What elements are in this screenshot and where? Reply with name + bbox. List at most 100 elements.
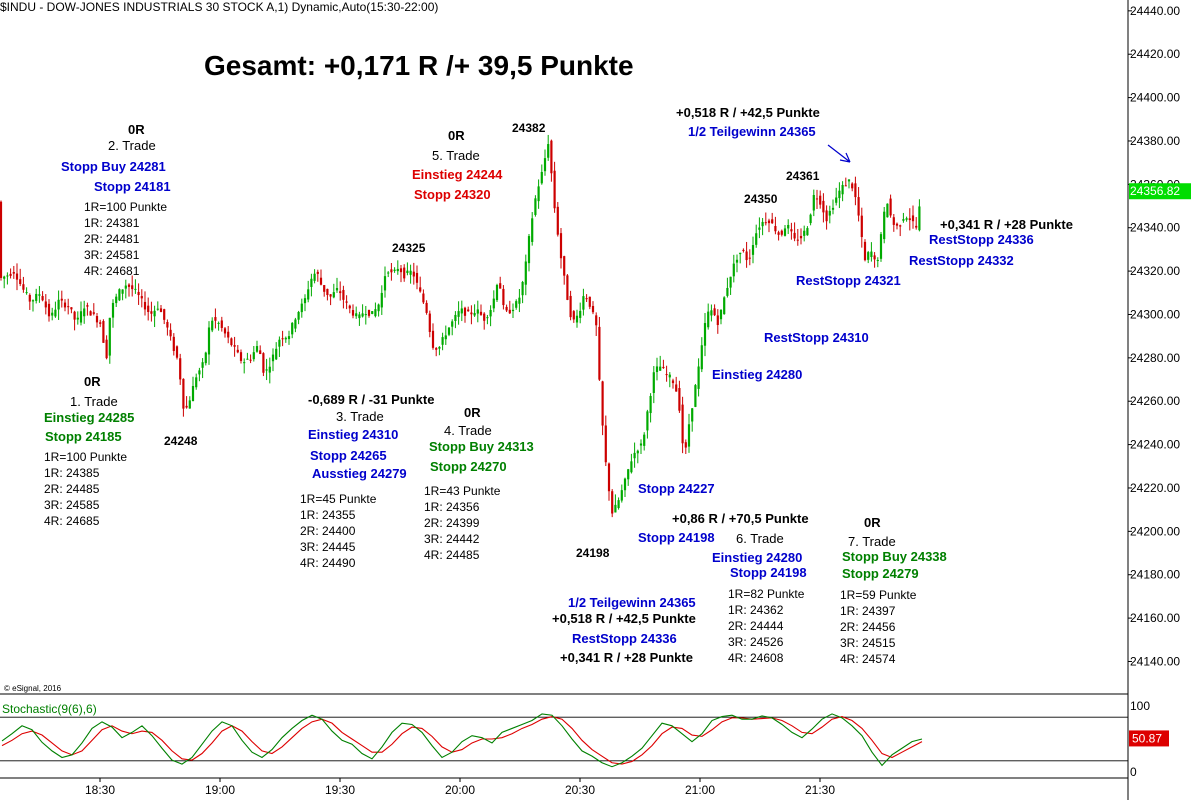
stoch-d-line [1, 715, 923, 765]
candle-body [63, 302, 67, 308]
candle-body [227, 331, 230, 338]
candle-body [633, 452, 636, 459]
candle-body [572, 311, 575, 320]
candle-body [911, 215, 915, 222]
trade1-name: 1. Trade [70, 394, 118, 409]
candle-body [454, 314, 457, 321]
candle-body [812, 194, 815, 211]
candle-body [380, 292, 383, 308]
candle-body [22, 284, 25, 290]
stoch-k-line [1, 713, 923, 768]
arrow-icon [827, 144, 851, 163]
candle-body [486, 317, 489, 319]
candle-body [908, 218, 911, 221]
candle-body [620, 490, 623, 501]
candle-body [358, 314, 361, 319]
candle-body [387, 272, 390, 274]
y-tick-label: 24180.00 [1130, 568, 1180, 582]
x-tick-label: 19:30 [325, 783, 355, 797]
candle-body [345, 301, 348, 303]
candle-body [223, 328, 227, 334]
candle-body [479, 311, 483, 315]
level-line: 2R: 24444 [728, 619, 784, 633]
candle-body [588, 296, 591, 307]
candle-body [403, 267, 406, 279]
candle-body [38, 294, 41, 296]
candle-body [79, 311, 83, 323]
summary-reststop: RestStopp 24336 [572, 631, 677, 646]
candle-body [163, 309, 166, 320]
candle-body [147, 305, 150, 312]
level-line: 1R=100 Punkte [84, 200, 168, 214]
y-tick-label: 24440.00 [1130, 4, 1180, 18]
candle-body [3, 276, 6, 279]
summary-partial: 1/2 Teilgewinn 24365 [568, 595, 696, 610]
candle-body [716, 315, 719, 326]
candle-body [771, 219, 774, 224]
x-tick-label: 21:00 [685, 783, 715, 797]
trade7-stop: Stopp 24279 [842, 566, 919, 581]
level-line: 4R: 24608 [728, 651, 784, 665]
level-line: 1R=100 Punkte [44, 450, 128, 464]
chart-title: $INDU - DOW-JONES INDUSTRIALS 30 STOCK A… [0, 0, 439, 14]
level-line: 3R: 24585 [44, 498, 100, 512]
candle-body [54, 309, 57, 317]
y-tick-label: 24220.00 [1130, 481, 1180, 495]
price-label: 24198 [576, 546, 610, 560]
candle-body [415, 272, 419, 283]
stoch-value-badge [1129, 730, 1169, 747]
candle-body [694, 385, 697, 407]
candle-body [428, 313, 431, 332]
candle-body [527, 236, 531, 264]
candle-body [476, 309, 479, 314]
candle-body [700, 345, 703, 370]
note-right-result: +0,341 R / +28 Punkte [940, 217, 1073, 232]
candle-body [636, 450, 639, 454]
candle-body [559, 233, 563, 259]
candle-body [863, 241, 867, 261]
candle-body [870, 251, 873, 257]
candle-body [643, 434, 646, 446]
candle-body [831, 207, 835, 210]
candle-body [499, 283, 502, 289]
x-tick-label: 19:00 [205, 783, 235, 797]
y-tick-label: 24260.00 [1130, 394, 1180, 408]
candle-body [156, 308, 159, 310]
candle-body [377, 304, 380, 312]
candle-body [505, 306, 508, 311]
candle-body [467, 309, 470, 312]
candle-body [777, 232, 780, 235]
trade2-r: 0R [128, 122, 145, 137]
candle-body [44, 301, 47, 308]
candle-body [259, 350, 262, 355]
candle-body [540, 171, 543, 184]
candle-body [892, 217, 895, 225]
candle-body [803, 230, 806, 236]
trade2-stop: Stopp 24181 [94, 179, 171, 194]
trade1-entry: Einstieg 24285 [44, 410, 135, 425]
candle-body [883, 211, 886, 240]
price-label: 24325 [392, 241, 426, 255]
candle-body [495, 284, 499, 301]
candle-body [652, 372, 655, 393]
candle-body [755, 233, 758, 245]
level-line: 4R: 24574 [840, 652, 896, 666]
candle-body [649, 395, 652, 414]
candle-body [537, 186, 540, 202]
candle-body [134, 288, 137, 290]
candle-body [748, 257, 751, 259]
y-tick-label: 24280.00 [1130, 351, 1180, 365]
y-tick-label: 24340.00 [1130, 221, 1180, 235]
candle-body [211, 320, 214, 331]
candle-body [646, 411, 649, 431]
candle-body [585, 298, 588, 300]
candle-body [627, 469, 630, 480]
candle-body [329, 294, 332, 297]
level-line: 2R: 24485 [44, 482, 100, 496]
candle-body [409, 270, 412, 275]
trade2-name: 2. Trade [108, 138, 156, 153]
candle-body [582, 296, 585, 310]
candle-body [851, 183, 854, 189]
candle-body [310, 278, 313, 287]
candle-body [550, 140, 553, 174]
